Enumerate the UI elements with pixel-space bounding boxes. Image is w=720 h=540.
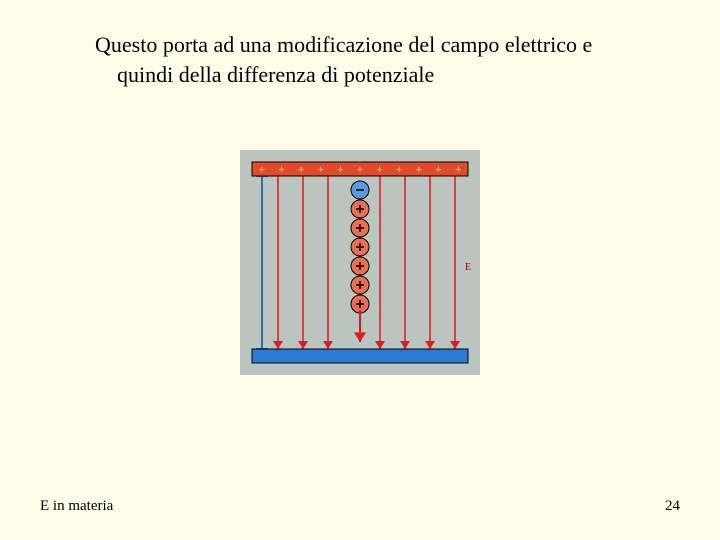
svg-text:+: + [435,164,441,176]
svg-text:+: + [396,164,402,176]
page-number: 24 [665,498,680,515]
capacitor-diagram: + + + + + + + + + + + E [240,150,480,375]
svg-text:+: + [337,164,343,176]
slide: Questo porta ad una modificazione del ca… [0,0,720,540]
svg-text:+: + [259,164,265,176]
title-line-2: quindi della differenza di potenziale [117,62,434,87]
svg-text:+: + [377,164,383,176]
svg-text:+: + [416,164,422,176]
svg-text:+: + [318,164,324,176]
svg-text:+: + [278,164,284,176]
svg-text:+: + [455,164,461,176]
title-line-1: Questo porta ad una modificazione del ca… [95,32,592,57]
slide-title: Questo porta ad una modificazione del ca… [95,30,655,89]
svg-text:+: + [298,164,304,176]
svg-text:E: E [465,262,471,273]
svg-text:+: + [357,164,363,176]
footer-left: E in materia [40,498,113,515]
